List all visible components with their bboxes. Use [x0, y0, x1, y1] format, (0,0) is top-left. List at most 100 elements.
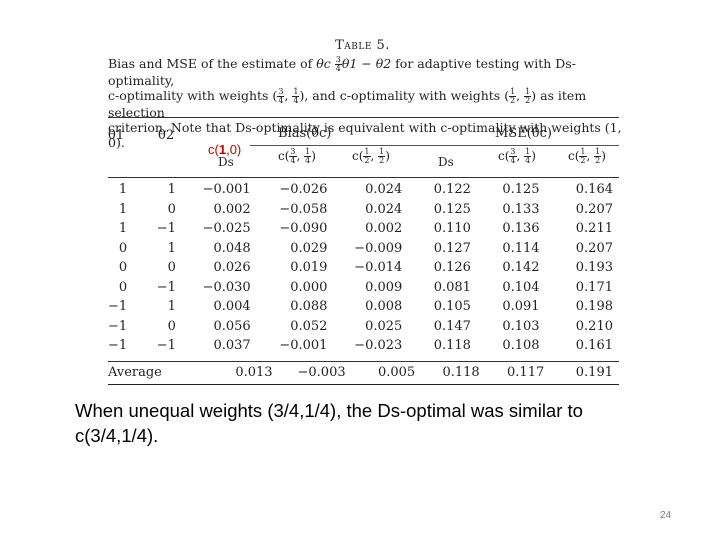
table-cell: 0.142 [502, 260, 540, 276]
table-row: −1 1 0.004 0.088 0.008 0.105 0.091 0.198 [108, 297, 619, 317]
table-cell: 0.037 [213, 338, 251, 354]
frac-num: 1 [509, 87, 517, 97]
table-row: −1 0 0.056 0.052 0.025 0.147 0.103 0.210 [108, 317, 619, 337]
table-cell: 0.081 [433, 279, 471, 295]
frac-den: 4 [290, 156, 296, 165]
frac-num: 3 [289, 147, 297, 157]
table-cell: 0.029 [290, 240, 328, 256]
table-cell: 0 [167, 318, 176, 334]
table-title: Table 5. [335, 38, 390, 53]
table-cell: −0.025 [202, 221, 251, 237]
frac-num: 1 [594, 147, 602, 157]
table-cell: −0.026 [279, 182, 328, 198]
caption-formula: θ1 − θ2 [341, 56, 392, 71]
table-cell: −1 [156, 279, 176, 295]
table-cell: 0.147 [433, 318, 471, 334]
table-row: 0 1 0.048 0.029 −0.009 0.127 0.114 0.207 [108, 239, 619, 259]
average-cell: 0.191 [575, 365, 613, 380]
table-cell: −0.058 [279, 201, 328, 217]
table-cell: −0.014 [354, 260, 403, 276]
mse-subrule [430, 145, 619, 146]
table-cell: −0.030 [202, 279, 251, 295]
header-ds-mse: Ds [438, 155, 454, 169]
slide-body-text: When unequal weights (3/4,1/4), the Ds-o… [75, 400, 583, 446]
bias-subrule [250, 145, 475, 146]
table-cell: 1 [118, 221, 128, 237]
caption-line2-c: ) as item selection [108, 88, 587, 120]
frac-den: 4 [510, 156, 516, 165]
table-cell: 0.008 [365, 299, 403, 315]
frac-num: 1 [304, 147, 312, 157]
table-cell: −1 [108, 318, 128, 334]
table-cell: −1 [108, 338, 128, 354]
table-cell: 0.091 [502, 299, 540, 315]
table-cell: 0.171 [575, 279, 613, 295]
header-bias: Bias(θ̂c) [278, 126, 332, 141]
table-cell: 0.108 [502, 338, 540, 354]
frac-num: 1 [524, 87, 532, 97]
results-table-body: 1 1 −0.001 −0.026 0.024 0.122 0.125 0.164 1 0 0.00… [108, 180, 619, 356]
frac-den: 2 [580, 156, 586, 165]
frac-den: 2 [379, 156, 385, 165]
header-theta2: θ2 [158, 128, 175, 143]
table-cell: 0.110 [433, 221, 471, 237]
caption-line2-a: c-optimality with weights ( [108, 88, 278, 103]
table-cell: 0.164 [575, 182, 613, 198]
table-cell: 0.009 [365, 279, 403, 295]
average-cell: 0.117 [507, 365, 545, 380]
frac-num: 1 [292, 87, 300, 97]
header-mse: MSE(θ̂c) [495, 126, 552, 141]
table-cell: −0.023 [354, 338, 403, 354]
caption-line1-c: for adaptive testing with Ds-optimality, [108, 56, 576, 88]
table-top-rule [108, 117, 619, 118]
table-cell: 1 [118, 182, 128, 198]
frac-den: 4 [293, 96, 299, 105]
table-row: 1 −1 −0.025 −0.090 0.002 0.110 0.136 0.211 [108, 219, 619, 239]
frac-num: 1 [524, 147, 532, 157]
table-cell: 0 [118, 240, 128, 256]
header-c34-mse: c(3 4, 1 4) [498, 147, 536, 165]
table-row: 0 −1 −0.030 0.000 0.009 0.081 0.104 0.171 [108, 278, 619, 298]
table-cell: 0.056 [213, 318, 251, 334]
table-cell: 0 [118, 279, 128, 295]
page-number: 24 [660, 510, 672, 521]
table-cell: 0.125 [433, 201, 471, 217]
table-cell: −1 [156, 221, 176, 237]
table-cell: 0.004 [213, 299, 251, 315]
table-cell: 0.019 [290, 260, 328, 276]
table-figure: Table 5. Bias and MSE of the estimate of… [100, 38, 625, 388]
table-cell: 0 [118, 260, 128, 276]
frac-den: 2 [364, 156, 370, 165]
table-caption: Bias and MSE of the estimate of θc 3 4 θ1 … [108, 55, 622, 151]
frac-num: 3 [277, 87, 285, 97]
caption-line2-b: ), and c-optimality with weights ( [299, 88, 510, 103]
table-cell: 0.002 [213, 201, 251, 217]
table-cell: 0.125 [502, 182, 540, 198]
caption-theta-c: θc [316, 56, 331, 71]
caption-line3: criterion. Note that Ds-optimality is eq… [108, 120, 622, 150]
annotation-prefix: c( [208, 142, 219, 157]
frac-num: 3 [509, 147, 517, 157]
table-cell: 0.114 [502, 240, 540, 256]
frac-den: 4 [335, 64, 341, 73]
header-ds-bias: Ds [218, 155, 234, 169]
table-cell: 0.103 [502, 318, 540, 334]
table-cell: 1 [167, 240, 176, 256]
table-cell: 0.052 [290, 318, 328, 334]
average-cell: 0.118 [442, 365, 480, 380]
frac-den: 4 [305, 156, 311, 165]
table-row: 0 0 0.026 0.019 −0.014 0.126 0.142 0.193 [108, 258, 619, 278]
table-cell: 0.026 [213, 260, 251, 276]
average-label: Average [108, 365, 162, 380]
table-cell: −0.009 [354, 240, 403, 256]
table-cell: 0.024 [365, 201, 403, 217]
table-cell: 1 [167, 182, 176, 198]
average-row: Average 0.013 −0.003 0.005 0.118 0.117 0… [108, 363, 619, 382]
table-row: 1 1 −0.001 −0.026 0.024 0.122 0.125 0.164 [108, 180, 619, 200]
table-cell: 0.025 [365, 318, 403, 334]
table-row: −1 −1 0.037 −0.001 −0.023 0.118 0.108 0.161 [108, 336, 619, 356]
average-cell: 0.013 [235, 365, 273, 380]
table-cell: 0.161 [575, 338, 613, 354]
